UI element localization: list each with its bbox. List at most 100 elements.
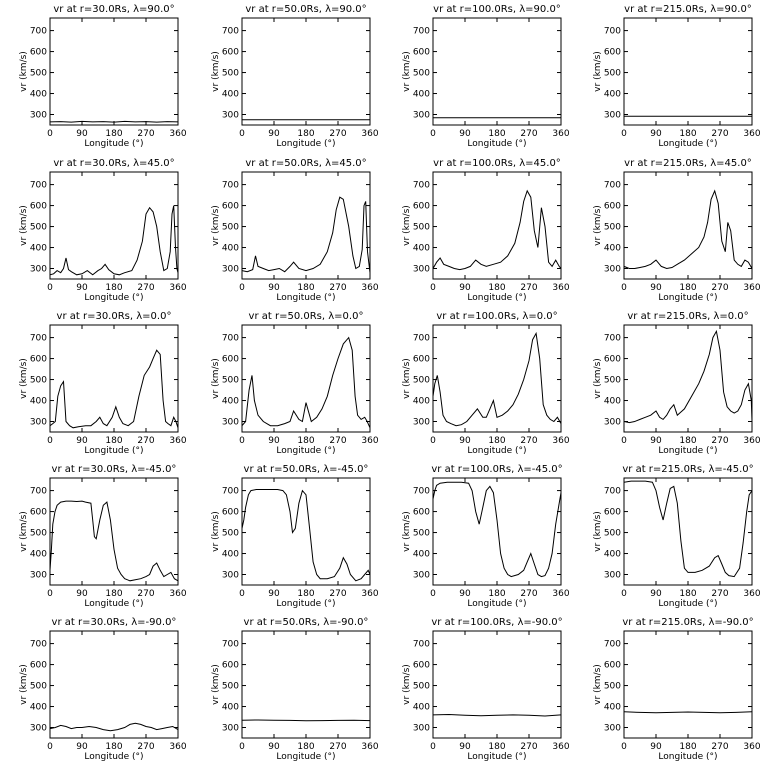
chart-title: vr at r=50.0Rs, λ=90.0°: [245, 4, 366, 15]
x-tick-label: 360: [361, 283, 378, 293]
plot-frame: [49, 630, 179, 739]
x-tick-label: 90: [268, 436, 280, 446]
y-tick-label: 400: [30, 244, 47, 254]
series-line: [242, 719, 370, 722]
x-tick-label: 270: [329, 589, 346, 599]
x-tick-label: 90: [459, 129, 471, 139]
chart-panel-3: vr at r=100.0Rs, λ=90.0° 0 90 180 270 360 300 4…: [402, 4, 570, 149]
y-tick-label: 600: [222, 661, 239, 671]
y-tick-label: 400: [30, 90, 47, 100]
plot-frame: [432, 17, 562, 126]
chart-title: vr at r=50.0Rs, λ=45.0°: [245, 158, 366, 169]
series-line: [50, 500, 178, 582]
y-tick-label: 700: [222, 640, 239, 650]
x-tick-label: 0: [47, 129, 53, 139]
plot-frame: [49, 171, 179, 280]
x-axis-label: Longitude (°): [276, 293, 335, 303]
x-tick-label: 0: [621, 129, 627, 139]
chart-title: vr at r=100.0Rs, λ=45.0°: [433, 158, 561, 169]
y-tick-label: 500: [413, 69, 430, 79]
x-tick-label: 180: [105, 129, 122, 139]
x-axis-label: Longitude (°): [658, 446, 717, 456]
series-line: [242, 196, 370, 273]
y-tick-label: 700: [30, 27, 47, 37]
x-tick-label: 0: [621, 742, 627, 752]
y-tick-label: 300: [222, 571, 239, 581]
x-tick-label: 0: [430, 436, 436, 446]
y-axis-label: vr (km/s): [593, 358, 603, 399]
x-axis-label: Longitude (°): [467, 752, 526, 762]
x-tick-label: 90: [650, 589, 662, 599]
y-tick-label: 500: [604, 376, 621, 386]
y-tick-label: 500: [30, 682, 47, 692]
x-axis-label: Longitude (°): [84, 293, 143, 303]
y-tick-label: 400: [413, 244, 430, 254]
plot-frame: [49, 17, 179, 126]
x-tick-label: 0: [239, 436, 245, 446]
y-tick-label: 300: [222, 265, 239, 275]
y-tick-label: 500: [222, 682, 239, 692]
series-line: [624, 711, 752, 714]
y-tick-label: 300: [413, 571, 430, 581]
x-tick-label: 180: [679, 283, 696, 293]
x-tick-label: 90: [268, 742, 280, 752]
chart-title: vr at r=215.0Rs, λ=-90.0°: [622, 617, 753, 628]
x-tick-label: 90: [459, 436, 471, 446]
x-tick-label: 360: [552, 589, 569, 599]
y-tick-label: 500: [413, 529, 430, 539]
y-tick-label: 600: [222, 48, 239, 58]
x-axis-label: Longitude (°): [467, 446, 526, 456]
y-tick-label: 300: [222, 111, 239, 121]
y-axis-label: vr (km/s): [19, 511, 29, 552]
y-tick-label: 700: [413, 334, 430, 344]
x-tick-label: 270: [137, 436, 154, 446]
x-tick-label: 270: [711, 436, 728, 446]
chart-title: vr at r=100.0Rs, λ=0.0°: [436, 311, 557, 322]
y-tick-label: 500: [30, 529, 47, 539]
x-tick-label: 180: [488, 436, 505, 446]
x-tick-label: 360: [361, 589, 378, 599]
y-axis-label: vr (km/s): [211, 205, 221, 246]
x-tick-label: 180: [105, 742, 122, 752]
x-tick-label: 360: [361, 742, 378, 752]
y-tick-label: 400: [413, 550, 430, 560]
y-tick-label: 700: [413, 181, 430, 191]
x-tick-label: 180: [679, 436, 696, 446]
y-tick-label: 600: [604, 202, 621, 212]
x-axis-label: Longitude (°): [84, 446, 143, 456]
x-axis-label: Longitude (°): [658, 293, 717, 303]
x-tick-label: 270: [329, 283, 346, 293]
chart-panel-15: vr at r=100.0Rs, λ=-45.0° 0 90 180 270 360 300…: [402, 464, 570, 609]
x-tick-label: 270: [137, 129, 154, 139]
plot-frame: [241, 17, 371, 126]
y-axis-label: vr (km/s): [593, 205, 603, 246]
chart-title: vr at r=50.0Rs, λ=-90.0°: [244, 617, 369, 628]
x-axis-label: Longitude (°): [467, 293, 526, 303]
y-tick-label: 400: [222, 550, 239, 560]
y-tick-label: 600: [413, 661, 430, 671]
y-tick-label: 500: [604, 69, 621, 79]
x-tick-label: 90: [76, 742, 88, 752]
y-tick-label: 300: [413, 418, 430, 428]
x-tick-label: 270: [329, 129, 346, 139]
y-tick-label: 500: [222, 376, 239, 386]
y-tick-label: 500: [604, 529, 621, 539]
y-axis-label: vr (km/s): [211, 358, 221, 399]
chart-title: vr at r=100.0Rs, λ=-45.0°: [431, 464, 562, 475]
y-tick-label: 400: [30, 550, 47, 560]
series-line: [50, 120, 178, 123]
y-tick-label: 400: [222, 244, 239, 254]
chart-panel-7: vr at r=100.0Rs, λ=45.0° 0 90 180 270 360 300 4…: [402, 158, 570, 303]
x-axis-label: Longitude (°): [84, 599, 143, 609]
y-tick-label: 400: [413, 90, 430, 100]
y-tick-label: 600: [30, 661, 47, 671]
x-tick-label: 90: [268, 283, 280, 293]
chart-panel-17: vr at r=30.0Rs, λ=-90.0° 0 90 180 270 360 300 4…: [19, 617, 187, 762]
plot-frame: [623, 171, 753, 280]
y-tick-label: 600: [222, 508, 239, 518]
chart-title: vr at r=30.0Rs, λ=-45.0°: [52, 464, 177, 475]
y-tick-label: 300: [30, 571, 47, 581]
x-tick-label: 90: [76, 129, 88, 139]
y-tick-label: 600: [604, 48, 621, 58]
y-tick-label: 300: [30, 418, 47, 428]
